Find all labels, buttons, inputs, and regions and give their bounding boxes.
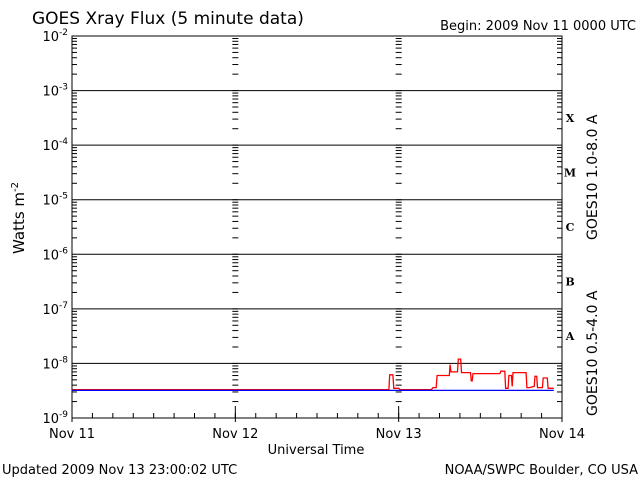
y-axis-label-superscript: -2 bbox=[10, 182, 21, 192]
y-tick-exponent: -6 bbox=[59, 246, 68, 256]
y-tick-exponent: -9 bbox=[59, 410, 68, 420]
y-tick-exponent: -7 bbox=[59, 301, 68, 311]
y-tick-exponent: -4 bbox=[59, 137, 68, 147]
x-axis-label: Universal Time bbox=[268, 443, 365, 458]
y-tick-base: 10 bbox=[42, 85, 59, 100]
y-tick-label: 10-5 bbox=[42, 192, 68, 209]
y-tick-base: 10 bbox=[42, 248, 59, 263]
chart-title: GOES Xray Flux (5 minute data) bbox=[32, 9, 304, 29]
day-minor-ticks bbox=[71, 37, 563, 422]
plot-frame bbox=[71, 35, 563, 419]
y-tick-exponent: -5 bbox=[59, 192, 68, 202]
x-tick-labels: Nov 11 Nov 12 Nov 13 Nov 14 bbox=[49, 427, 585, 442]
y-tick-label: 10-6 bbox=[42, 246, 68, 263]
y-tick-label: 10-7 bbox=[42, 301, 68, 318]
y-tick-labels: 10-210-310-410-510-610-710-810-9 bbox=[42, 28, 68, 427]
y-axis-label-text: Watts m bbox=[10, 192, 28, 254]
flare-class-a: A bbox=[565, 330, 575, 343]
y-tick-exponent: -8 bbox=[59, 355, 68, 365]
flare-class-labels: X M C B A bbox=[564, 112, 576, 343]
flare-class-b: B bbox=[565, 276, 574, 289]
y-tick-label: 10-4 bbox=[42, 137, 68, 154]
decade-gridlines bbox=[72, 37, 562, 403]
legend-goes10-short: GOES10 0.5-4.0 A bbox=[585, 290, 601, 416]
y-tick-base: 10 bbox=[42, 412, 59, 427]
x-tick-label: Nov 13 bbox=[376, 427, 422, 442]
footer-updated: Updated 2009 Nov 13 23:00:02 UTC bbox=[2, 463, 237, 478]
y-tick-base: 10 bbox=[42, 357, 59, 372]
y-tick-label: 10-9 bbox=[42, 410, 68, 427]
y-tick-base: 10 bbox=[42, 139, 59, 154]
plot-border bbox=[71, 35, 563, 419]
flare-class-x: X bbox=[566, 112, 575, 125]
flare-class-m: M bbox=[564, 166, 576, 179]
x-tick-label: Nov 11 bbox=[49, 427, 95, 442]
y-axis-label: Watts m-2 bbox=[10, 182, 28, 254]
begin-label: Begin: 2009 Nov 11 0000 UTC bbox=[440, 19, 636, 34]
x-tick-label: Nov 14 bbox=[539, 427, 585, 442]
footer-credit: NOAA/SWPC Boulder, CO USA bbox=[445, 463, 638, 478]
y-tick-label: 10-3 bbox=[42, 83, 68, 100]
legend-goes10-long: GOES10 1.0-8.0 A bbox=[585, 114, 601, 240]
y-tick-base: 10 bbox=[42, 30, 59, 45]
series-lines bbox=[72, 358, 554, 392]
y-tick-exponent: -3 bbox=[59, 83, 68, 93]
y-tick-label: 10-8 bbox=[42, 355, 68, 372]
series-line-goes10-long bbox=[72, 358, 554, 391]
x-tick-label: Nov 12 bbox=[212, 427, 258, 442]
y-tick-base: 10 bbox=[42, 303, 59, 318]
flare-class-c: C bbox=[566, 221, 575, 234]
y-tick-label: 10-2 bbox=[42, 28, 68, 45]
y-tick-exponent: -2 bbox=[59, 28, 68, 38]
y-tick-base: 10 bbox=[42, 194, 59, 209]
